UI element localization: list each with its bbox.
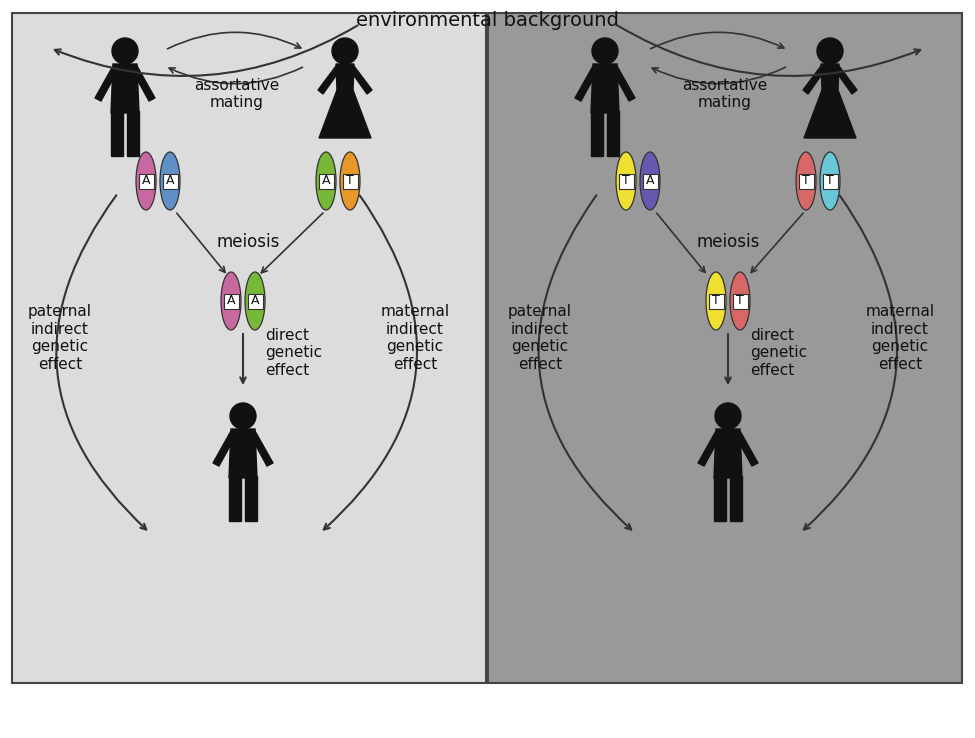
Ellipse shape	[796, 152, 816, 210]
Text: A: A	[227, 294, 235, 308]
Text: A: A	[141, 174, 150, 187]
Polygon shape	[245, 476, 257, 521]
Polygon shape	[229, 429, 257, 478]
Polygon shape	[612, 66, 635, 101]
FancyBboxPatch shape	[223, 294, 239, 308]
Ellipse shape	[616, 152, 636, 210]
Text: T: T	[346, 174, 354, 187]
Text: assortative
mating: assortative mating	[682, 78, 767, 111]
FancyBboxPatch shape	[618, 173, 634, 188]
Text: maternal
indirect
genetic
effect: maternal indirect genetic effect	[866, 304, 935, 372]
Circle shape	[332, 38, 358, 64]
FancyBboxPatch shape	[643, 173, 657, 188]
Text: A: A	[645, 174, 654, 187]
Circle shape	[592, 38, 618, 64]
Ellipse shape	[730, 272, 750, 330]
Polygon shape	[714, 429, 742, 478]
Polygon shape	[607, 111, 619, 156]
Circle shape	[817, 38, 843, 64]
Polygon shape	[213, 431, 236, 466]
Ellipse shape	[640, 152, 660, 210]
Text: direct
genetic
effect: direct genetic effect	[265, 328, 322, 378]
FancyBboxPatch shape	[342, 173, 358, 188]
Polygon shape	[821, 64, 839, 90]
Text: T: T	[826, 174, 834, 187]
Polygon shape	[835, 66, 857, 94]
Ellipse shape	[820, 152, 840, 210]
Text: T: T	[802, 174, 810, 187]
Circle shape	[715, 403, 741, 429]
FancyBboxPatch shape	[709, 294, 723, 308]
Text: paternal
indirect
genetic
effect: paternal indirect genetic effect	[508, 304, 572, 372]
Polygon shape	[229, 476, 241, 521]
FancyBboxPatch shape	[138, 173, 153, 188]
Bar	[12, 13, 486, 683]
Text: A: A	[251, 294, 259, 308]
Polygon shape	[350, 66, 372, 94]
Polygon shape	[804, 90, 856, 138]
Polygon shape	[735, 431, 758, 466]
Polygon shape	[318, 66, 340, 94]
Polygon shape	[319, 90, 371, 138]
Ellipse shape	[245, 272, 265, 330]
Ellipse shape	[221, 272, 241, 330]
Ellipse shape	[136, 152, 156, 210]
Polygon shape	[730, 476, 742, 521]
Polygon shape	[803, 66, 825, 94]
FancyBboxPatch shape	[163, 173, 177, 188]
Polygon shape	[250, 431, 273, 466]
Polygon shape	[336, 64, 354, 90]
Circle shape	[112, 38, 138, 64]
Text: meiosis: meiosis	[216, 233, 280, 251]
Text: direct
genetic
effect: direct genetic effect	[750, 328, 807, 378]
Polygon shape	[127, 111, 139, 156]
FancyBboxPatch shape	[823, 173, 838, 188]
Polygon shape	[575, 66, 598, 101]
Bar	[488, 13, 962, 683]
Text: T: T	[622, 174, 630, 187]
Text: A: A	[322, 174, 331, 187]
FancyBboxPatch shape	[248, 294, 262, 308]
Text: T: T	[712, 294, 720, 308]
Polygon shape	[698, 431, 721, 466]
Polygon shape	[111, 64, 139, 113]
Ellipse shape	[160, 152, 180, 210]
Ellipse shape	[316, 152, 336, 210]
Text: meiosis: meiosis	[696, 233, 760, 251]
Text: T: T	[736, 294, 744, 308]
Text: environmental background: environmental background	[356, 10, 618, 30]
Text: paternal
indirect
genetic
effect: paternal indirect genetic effect	[28, 304, 92, 372]
Polygon shape	[591, 64, 619, 113]
Polygon shape	[132, 66, 155, 101]
FancyBboxPatch shape	[799, 173, 813, 188]
Circle shape	[230, 403, 256, 429]
Ellipse shape	[706, 272, 726, 330]
Text: assortative
mating: assortative mating	[194, 78, 280, 111]
Text: maternal
indirect
genetic
effect: maternal indirect genetic effect	[380, 304, 449, 372]
Ellipse shape	[340, 152, 360, 210]
FancyBboxPatch shape	[732, 294, 748, 308]
Polygon shape	[714, 476, 726, 521]
Polygon shape	[111, 111, 123, 156]
Polygon shape	[591, 111, 603, 156]
Text: A: A	[166, 174, 175, 187]
Polygon shape	[95, 66, 118, 101]
FancyBboxPatch shape	[319, 173, 333, 188]
